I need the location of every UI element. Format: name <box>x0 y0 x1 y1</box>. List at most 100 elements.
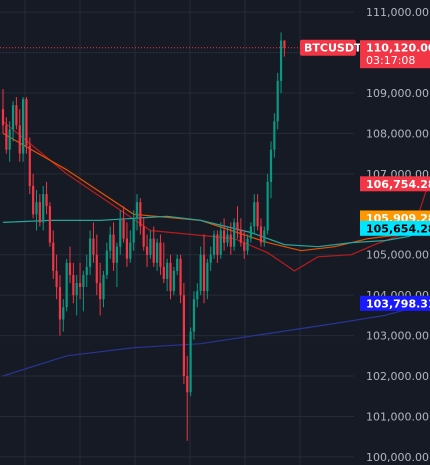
candle <box>169 254 172 300</box>
candle <box>42 186 45 231</box>
price-badge <box>360 40 430 69</box>
candle-body <box>78 283 82 288</box>
candle <box>82 270 85 312</box>
candle <box>179 254 182 304</box>
candle-body <box>259 226 263 243</box>
candle-body <box>82 274 85 288</box>
candle <box>32 173 35 219</box>
candle <box>109 226 112 259</box>
candle <box>182 283 185 385</box>
candle <box>263 226 266 247</box>
candle-body <box>149 238 152 255</box>
candle <box>85 254 88 288</box>
candle <box>119 210 122 255</box>
candle <box>149 230 152 259</box>
candle <box>279 32 283 93</box>
candle-body <box>212 234 216 255</box>
candle-body <box>276 80 279 122</box>
candle <box>122 206 125 243</box>
candle-body <box>99 283 102 300</box>
candle-body <box>122 218 125 239</box>
y-tick-label: 103,000.00 <box>366 330 429 343</box>
candle <box>162 242 165 284</box>
candle <box>52 230 55 279</box>
candle-body <box>135 202 139 219</box>
candle <box>273 113 276 158</box>
candle <box>172 266 175 296</box>
candle-countdown: 03:17:08 <box>366 54 415 67</box>
candle <box>5 117 8 154</box>
price-badge-label: 110,120.00 <box>366 42 430 55</box>
candle <box>226 226 229 247</box>
price-badges: 110,120.00106,754.28105,909.28105,654.28… <box>360 40 430 311</box>
candle-body <box>15 105 18 126</box>
candle <box>145 234 149 267</box>
candle-body <box>269 149 273 182</box>
candle <box>89 230 92 275</box>
candle <box>212 230 216 259</box>
candle <box>38 194 41 227</box>
price-badge-label: 103,798.31 <box>366 297 430 310</box>
candle-body <box>1 109 5 126</box>
candle-body <box>25 99 28 146</box>
candle-body <box>92 238 95 255</box>
candle <box>249 222 252 243</box>
candle <box>243 230 246 259</box>
candle-body <box>216 234 219 255</box>
candle-body <box>152 238 155 263</box>
candle <box>142 218 145 251</box>
candle-body <box>42 194 45 223</box>
price-badge <box>360 220 430 236</box>
candles <box>1 32 286 441</box>
candle <box>18 109 21 162</box>
candle-body <box>209 254 212 263</box>
candle <box>55 254 58 300</box>
candle <box>8 121 11 162</box>
candle <box>186 355 189 441</box>
candle-body <box>35 202 38 215</box>
candle <box>196 283 199 308</box>
candle <box>276 72 279 130</box>
candle <box>92 222 95 263</box>
candle-body <box>139 202 142 227</box>
candle <box>246 234 249 255</box>
y-tick-label: 108,000.00 <box>366 127 429 140</box>
ma-line <box>2 302 429 377</box>
candle-body <box>273 121 276 150</box>
candle-body <box>45 194 48 207</box>
moving-averages <box>2 120 429 377</box>
candle-body <box>5 125 8 150</box>
candle-body <box>186 376 189 393</box>
candle-body <box>156 242 159 263</box>
candle-body <box>256 202 259 227</box>
symbol-label: BTCUSDT <box>304 42 362 55</box>
candle-body <box>223 230 226 243</box>
y-tick-label: 102,000.00 <box>366 370 429 383</box>
candle-body <box>145 246 149 255</box>
candle <box>139 198 142 235</box>
symbol-badge <box>300 39 356 56</box>
candle <box>239 218 242 247</box>
candle-body <box>219 230 222 255</box>
candle-body <box>125 238 129 259</box>
candle-body <box>55 270 58 288</box>
candle-body <box>162 266 165 279</box>
candle-body <box>236 222 239 231</box>
candle <box>68 246 72 284</box>
candle <box>223 218 226 251</box>
candle-body <box>166 262 169 279</box>
candle-body <box>249 226 252 239</box>
candle <box>129 230 132 263</box>
candle-body <box>246 238 249 251</box>
candle-body <box>62 307 65 320</box>
candle <box>112 222 115 271</box>
y-tick-label: 105,000.00 <box>366 249 429 262</box>
candle <box>176 254 179 275</box>
candle-body <box>129 242 132 259</box>
candle-body <box>283 40 286 48</box>
candle <box>152 226 155 267</box>
candle <box>102 270 105 308</box>
price-badge-label: 106,754.28 <box>366 178 430 191</box>
